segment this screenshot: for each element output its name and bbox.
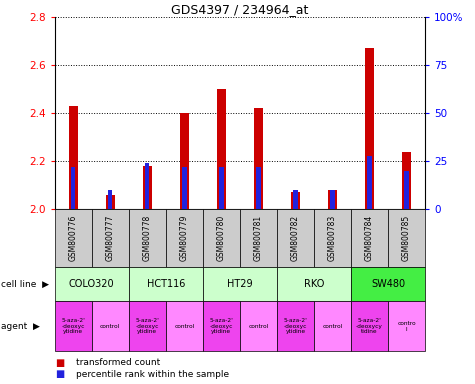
Text: GSM800781: GSM800781 [254,215,263,261]
Bar [240,301,277,351]
Text: GSM800779: GSM800779 [180,215,189,261]
Bar [55,209,92,267]
Text: control: control [100,324,120,329]
Bar [166,209,203,267]
Text: cell line  ▶: cell line ▶ [1,280,49,289]
Bar [402,152,411,209]
Bar [351,267,425,301]
Text: ■: ■ [55,369,64,379]
Bar [203,267,277,301]
Text: GSM800785: GSM800785 [402,215,411,261]
Bar [351,301,388,351]
Text: transformed count: transformed count [76,358,160,367]
Bar [92,301,129,351]
Bar [256,167,261,209]
Text: GSM800784: GSM800784 [365,215,374,261]
Bar [388,209,425,267]
Text: GSM800778: GSM800778 [143,215,152,261]
Bar [277,209,314,267]
Bar [388,301,425,351]
Text: control: control [248,324,268,329]
Bar [328,190,337,209]
Bar [219,167,224,209]
Text: GSM800780: GSM800780 [217,215,226,261]
Bar [105,195,115,209]
Text: 5-aza-2'
-deoxyc
ytidine: 5-aza-2' -deoxyc ytidine [61,318,85,334]
Bar [55,267,129,301]
Text: ■: ■ [55,358,64,368]
Bar [129,301,166,351]
Bar [277,301,314,351]
Bar [166,301,203,351]
Bar [291,192,300,209]
Text: GSM800782: GSM800782 [291,215,300,261]
Bar [129,209,166,267]
Bar [254,109,263,209]
Text: 5-aza-2'
-deoxyc
ytidine: 5-aza-2' -deoxyc ytidine [135,318,159,334]
Text: agent  ▶: agent ▶ [1,322,40,331]
Bar [129,267,203,301]
Bar [314,209,351,267]
Bar [330,190,335,209]
Text: 5-aza-2'
-deoxyc
ytidine: 5-aza-2' -deoxyc ytidine [209,318,233,334]
Bar [203,301,240,351]
Bar [92,209,129,267]
Bar [314,301,351,351]
Bar [404,171,409,209]
Title: GDS4397 / 234964_at: GDS4397 / 234964_at [171,3,309,16]
Text: RKO: RKO [304,279,324,289]
Bar [180,113,189,209]
Bar [182,167,187,209]
Bar [145,163,150,209]
Bar [217,89,226,209]
Text: control: control [174,324,194,329]
Text: HCT116: HCT116 [147,279,185,289]
Bar [240,209,277,267]
Text: SW480: SW480 [371,279,405,289]
Text: contro
l: contro l [397,321,416,332]
Bar [108,190,113,209]
Text: 5-aza-2'
-deoxycy
tidine: 5-aza-2' -deoxycy tidine [356,318,383,334]
Text: percentile rank within the sample: percentile rank within the sample [76,370,229,379]
Text: 5-aza-2'
-deoxyc
ytidine: 5-aza-2' -deoxyc ytidine [284,318,307,334]
Bar [68,106,78,209]
Text: GSM800776: GSM800776 [69,215,77,261]
Bar [142,166,152,209]
Bar [365,48,374,209]
Text: HT29: HT29 [227,279,253,289]
Bar [367,156,372,209]
Text: control: control [323,324,342,329]
Bar [277,267,351,301]
Bar [351,209,388,267]
Bar [55,301,92,351]
Text: GSM800777: GSM800777 [106,215,114,261]
Text: GSM800783: GSM800783 [328,215,337,261]
Bar [203,209,240,267]
Bar [293,190,298,209]
Bar [71,167,76,209]
Text: COLO320: COLO320 [69,279,114,289]
